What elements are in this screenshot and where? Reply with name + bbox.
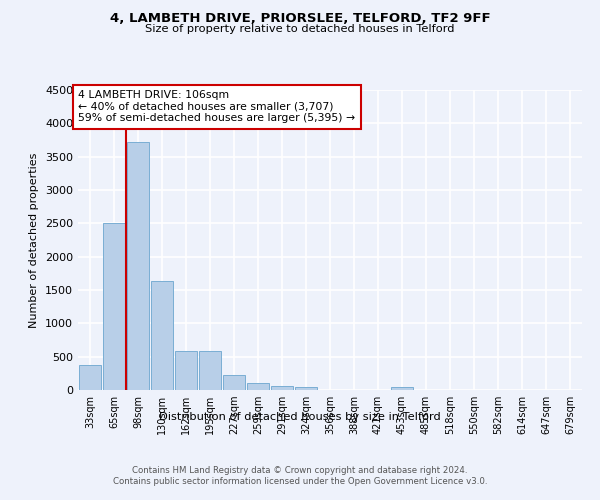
Bar	[391, 386, 413, 390]
Text: Size of property relative to detached houses in Telford: Size of property relative to detached ho…	[145, 24, 455, 34]
Bar	[175, 352, 197, 390]
Bar	[79, 366, 101, 390]
Bar	[271, 386, 293, 390]
Text: Contains HM Land Registry data © Crown copyright and database right 2024.: Contains HM Land Registry data © Crown c…	[132, 466, 468, 475]
Text: Distribution of detached houses by size in Telford: Distribution of detached houses by size …	[159, 412, 441, 422]
Text: 4 LAMBETH DRIVE: 106sqm
← 40% of detached houses are smaller (3,707)
59% of semi: 4 LAMBETH DRIVE: 106sqm ← 40% of detache…	[78, 90, 355, 123]
Y-axis label: Number of detached properties: Number of detached properties	[29, 152, 40, 328]
Bar	[103, 224, 125, 390]
Bar	[223, 374, 245, 390]
Bar	[247, 384, 269, 390]
Bar	[295, 387, 317, 390]
Bar	[127, 142, 149, 390]
Text: Contains public sector information licensed under the Open Government Licence v3: Contains public sector information licen…	[113, 478, 487, 486]
Bar	[199, 352, 221, 390]
Bar	[151, 280, 173, 390]
Text: 4, LAMBETH DRIVE, PRIORSLEE, TELFORD, TF2 9FF: 4, LAMBETH DRIVE, PRIORSLEE, TELFORD, TF…	[110, 12, 490, 26]
